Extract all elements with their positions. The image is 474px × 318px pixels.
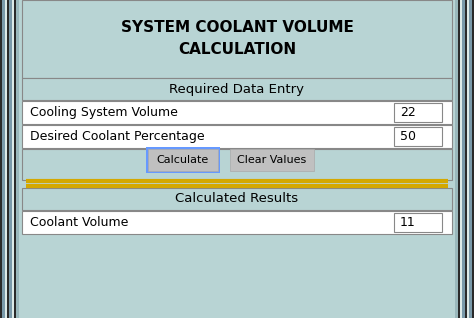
Bar bbox=[16, 0, 19, 318]
Text: Coolant Volume: Coolant Volume bbox=[30, 216, 128, 229]
Text: Calculate: Calculate bbox=[157, 155, 209, 165]
Text: SYSTEM COOLANT VOLUME: SYSTEM COOLANT VOLUME bbox=[120, 19, 354, 34]
Bar bbox=[148, 149, 218, 171]
Bar bbox=[14, 0, 16, 318]
Bar bbox=[12, 0, 14, 318]
Bar bbox=[451, 0, 455, 318]
Bar bbox=[465, 0, 467, 318]
Bar bbox=[0, 0, 2, 318]
Text: CALCULATION: CALCULATION bbox=[178, 43, 296, 58]
Bar bbox=[22, 101, 452, 124]
Bar bbox=[22, 149, 452, 180]
Bar bbox=[469, 0, 472, 318]
Text: 11: 11 bbox=[400, 216, 416, 229]
Bar bbox=[458, 0, 460, 318]
Bar bbox=[394, 127, 442, 146]
Bar bbox=[22, 188, 452, 210]
Bar bbox=[7, 0, 9, 318]
Text: Clear Values: Clear Values bbox=[237, 155, 307, 165]
Text: Required Data Entry: Required Data Entry bbox=[170, 82, 304, 95]
Bar bbox=[467, 0, 469, 318]
Bar bbox=[462, 0, 465, 318]
Text: Calculated Results: Calculated Results bbox=[175, 192, 299, 205]
Bar bbox=[472, 0, 474, 318]
Bar bbox=[394, 213, 442, 232]
Text: 22: 22 bbox=[400, 106, 416, 119]
Bar bbox=[22, 78, 452, 100]
Bar bbox=[230, 149, 314, 171]
Bar bbox=[22, 0, 452, 78]
Bar bbox=[22, 125, 452, 148]
Bar bbox=[22, 211, 452, 234]
Bar bbox=[460, 0, 462, 318]
Text: Desired Coolant Percentage: Desired Coolant Percentage bbox=[30, 130, 205, 143]
Bar bbox=[394, 103, 442, 122]
Bar bbox=[146, 147, 220, 173]
Bar bbox=[2, 0, 5, 318]
Bar bbox=[455, 0, 458, 318]
Bar bbox=[19, 0, 23, 318]
Text: Cooling System Volume: Cooling System Volume bbox=[30, 106, 178, 119]
Bar bbox=[5, 0, 7, 318]
Bar bbox=[9, 0, 12, 318]
Text: 50: 50 bbox=[400, 130, 416, 143]
